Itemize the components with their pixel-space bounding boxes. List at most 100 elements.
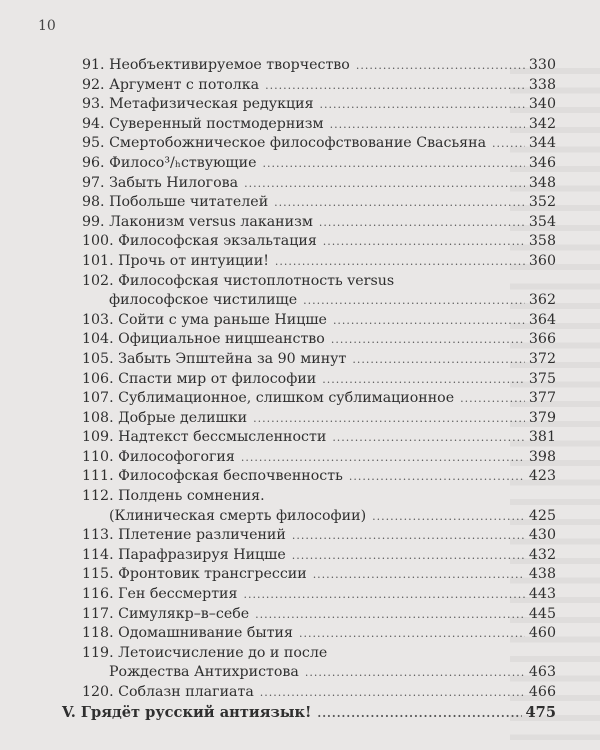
toc-entry-page: 381 — [528, 429, 556, 446]
toc-entry-page: 432 — [528, 546, 556, 563]
toc-entry-page: 354 — [528, 213, 556, 230]
toc-entry-line: 120. Соблазн плагиата 466 — [62, 683, 556, 703]
dot-leader — [372, 507, 525, 527]
toc-entry-title: 108. Добрые делишки — [82, 409, 248, 426]
toc-entry-title: 102. Философская чистоплотность versus — [82, 272, 395, 289]
dot-leader — [260, 683, 525, 703]
toc-entry-title: 100. Философская экзальтация — [82, 233, 317, 250]
dot-leader — [356, 56, 525, 76]
dot-leader — [292, 526, 525, 546]
toc-entry-page: 330 — [528, 57, 556, 73]
toc-entry-page: 364 — [528, 311, 556, 328]
dot-leader — [332, 428, 525, 448]
toc-entry-page: 443 — [528, 586, 556, 603]
table-of-contents: 91. Необъективируемое творчество 330 92. А… — [62, 56, 556, 722]
dot-leader — [303, 291, 525, 311]
dot-leader — [299, 624, 525, 644]
toc-entry-page: 445 — [528, 605, 556, 622]
toc-entry-page: 348 — [528, 174, 556, 191]
toc-entry-title: 117. Симулякр–в–себе — [82, 605, 250, 622]
toc-entry-title: 109. Надтекст бессмысленности — [82, 429, 327, 446]
toc-entry-line: 99. Лаконизм versus лаканизм 354 — [62, 213, 556, 233]
toc-entry-line: 112. Полдень сомнения. — [62, 487, 556, 507]
toc-entry-line: 114. Парафразируя Ницше 432 — [62, 546, 556, 566]
toc-entry-title: философское чистилище — [109, 292, 298, 309]
toc-entry-line: 91. Необъективируемое творчество 330 — [62, 56, 556, 76]
dot-leader — [460, 389, 525, 409]
toc-entry-line: 103. Сойти с ума раньше Ницше 364 — [62, 311, 556, 331]
toc-entry-page: 338 — [528, 76, 556, 93]
toc-entry-line: 93. Метафизическая редукция 340 — [62, 95, 556, 115]
dot-leader — [292, 546, 525, 566]
toc-entry-line: 108. Добрые делишки 379 — [62, 409, 556, 429]
toc-entry-title: 110. Философогогия — [82, 448, 235, 465]
dot-leader — [320, 95, 525, 115]
toc-entry-line: 95. Смертобожническое философствование С… — [62, 134, 556, 154]
toc-entry-page: 344 — [528, 135, 556, 152]
toc-entry-line: 115. Фронтовик трансгрессии 438 — [62, 565, 556, 585]
toc-entry-page: 346 — [528, 154, 556, 171]
toc-entry-title: 103. Сойти с ума раньше Ницше — [82, 311, 327, 328]
toc-entry-page: 430 — [528, 527, 556, 544]
dot-leader — [317, 704, 521, 724]
page-number: 10 — [38, 18, 56, 34]
toc-entry-line: 96. Филосо³/ₕствующие 346 — [62, 154, 556, 174]
toc-entry-page: 340 — [528, 96, 556, 113]
toc-entry-title: 120. Соблазн плагиата — [82, 684, 254, 700]
dot-leader — [322, 370, 525, 390]
toc-entry-line: 100. Философская экзальтация 358 — [62, 232, 556, 252]
toc-section-title: V. Грядёт русский антиязык! — [62, 703, 312, 721]
toc-section-heading: V. Грядёт русский антиязык! 475 — [62, 703, 556, 723]
toc-entry-line: 105. Забыть Эпштейна за 90 минут 372 — [62, 350, 556, 370]
toc-entry-line: (Клиническая смерть философии) 425 — [62, 507, 556, 527]
toc-entry-line: 116. Ген бессмертия 443 — [62, 585, 556, 605]
dot-leader — [255, 605, 525, 625]
toc-entry-page: 377 — [528, 390, 556, 407]
toc-entry-page: 375 — [528, 370, 556, 387]
toc-entry-title: 93. Метафизическая редукция — [82, 96, 314, 113]
toc-entry-title: 97. Забыть Нилогова — [82, 174, 239, 191]
toc-entry-title: 91. Необъективируемое творчество — [82, 57, 350, 73]
dot-leader — [275, 252, 525, 272]
toc-entry-page: 423 — [528, 468, 556, 485]
toc-entry-line: 97. Забыть Нилогова 348 — [62, 174, 556, 194]
dot-leader — [241, 448, 525, 468]
toc-entry-title: 101. Прочь от интуиции! — [82, 252, 269, 269]
toc-entry-page: 425 — [528, 507, 556, 524]
toc-entry-page: 438 — [528, 566, 556, 583]
toc-entry-page: 352 — [528, 194, 556, 211]
toc-entry-page: 379 — [528, 409, 556, 426]
dot-leader — [243, 585, 524, 605]
toc-entry-title: 118. Одомашнивание бытия — [82, 625, 293, 642]
toc-entry-line: 119. Летоисчисление до и после — [62, 644, 556, 664]
toc-entry-line: 104. Официальное ницшеанство 366 — [62, 330, 556, 350]
toc-entry-page: 362 — [528, 292, 556, 309]
toc-entry-line: 117. Симулякр–в–себе 445 — [62, 605, 556, 625]
toc-entry-title: 116. Ген бессмертия — [82, 586, 238, 603]
toc-entry-line: 102. Философская чистоплотность versus — [62, 272, 556, 292]
dot-leader — [331, 330, 525, 350]
toc-entry-title: 105. Забыть Эпштейна за 90 минут — [82, 350, 347, 367]
toc-entry-line: 111. Философская беспочвенность 423 — [62, 467, 556, 487]
toc-entry-line: 107. Сублимационное, слишком сублимацион… — [62, 389, 556, 409]
toc-entry-line: 110. Философогогия 398 — [62, 448, 556, 468]
toc-entry-line: 106. Спасти мир от философии 375 — [62, 370, 556, 390]
toc-entry-title: 94. Суверенный постмодернизм — [82, 115, 324, 132]
toc-entry-page: 466 — [528, 684, 556, 700]
toc-entry-page: 372 — [528, 350, 556, 367]
toc-entry-page: 342 — [528, 115, 556, 132]
dot-leader — [492, 134, 525, 154]
dot-leader — [262, 154, 524, 174]
toc-entry-title: 104. Официальное ницшеанство — [82, 331, 325, 348]
toc-entry-line: 109. Надтекст бессмысленности 381 — [62, 428, 556, 448]
dot-leader — [330, 115, 525, 135]
toc-entry-line: 113. Плетение различений 430 — [62, 526, 556, 546]
toc-entry-title: 99. Лаконизм versus лаканизм — [82, 213, 313, 230]
dot-leader — [253, 409, 525, 429]
dot-leader — [305, 663, 525, 683]
toc-entry-page: 398 — [528, 448, 556, 465]
toc-entry-line: философское чистилище 362 — [62, 291, 556, 311]
dot-leader — [323, 232, 525, 252]
dot-leader — [352, 350, 525, 370]
toc-entry-line: 94. Суверенный постмодернизм 342 — [62, 115, 556, 135]
